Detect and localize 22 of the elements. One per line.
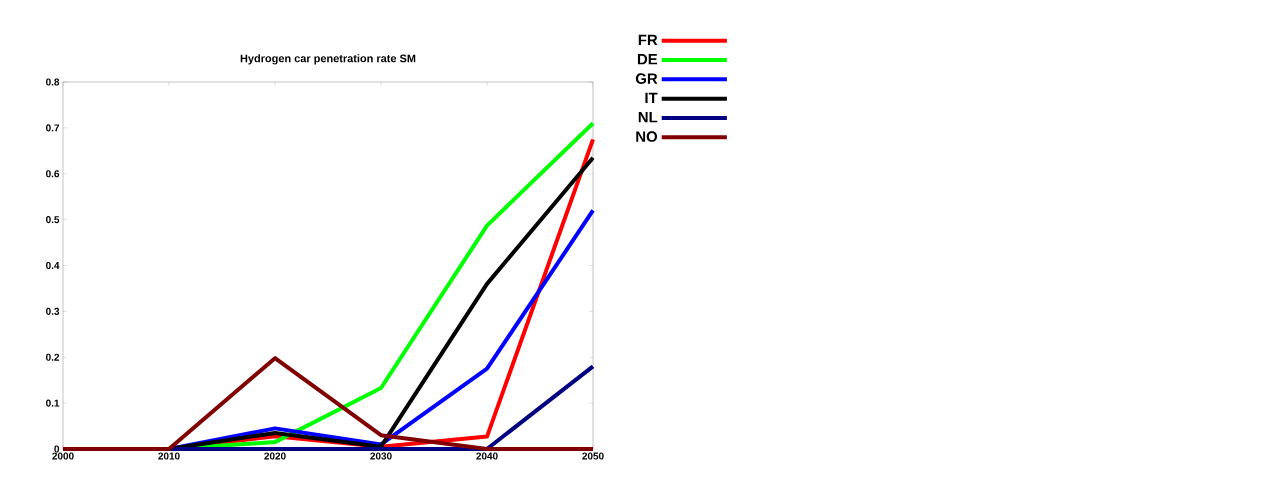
- chart-title: Hydrogen car penetration rate SM: [240, 54, 416, 65]
- legend-label: FR: [638, 34, 658, 46]
- y-tick-label: 0.1: [46, 399, 60, 407]
- x-tick-label: 2050: [582, 452, 604, 460]
- x-tick-label: 2030: [370, 452, 392, 460]
- legend-label: GR: [635, 73, 658, 84]
- legend-label: IT: [645, 92, 658, 104]
- y-tick-label: 0.6: [46, 170, 60, 178]
- x-tick-label: 2000: [52, 452, 74, 460]
- y-tick-label: 0.5: [46, 216, 60, 224]
- y-tick-label: 0.8: [46, 78, 60, 86]
- legend-label: NO: [636, 131, 658, 142]
- x-tick-label: 2010: [158, 452, 180, 460]
- x-tick-label: 2020: [264, 452, 286, 460]
- y-tick-label: 0.2: [46, 353, 60, 361]
- x-tick-label: 2040: [476, 452, 498, 460]
- y-tick-label: 0.3: [46, 307, 60, 315]
- y-tick-label: 0.7: [46, 124, 60, 132]
- y-tick-label: 0.4: [46, 261, 60, 270]
- legend-label: NL: [638, 112, 658, 123]
- y-tick-label: 0: [54, 445, 60, 453]
- legend-label: DE: [637, 54, 658, 65]
